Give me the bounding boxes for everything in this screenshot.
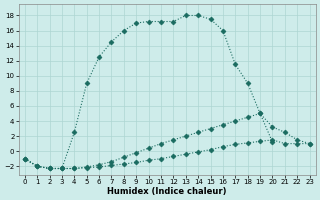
X-axis label: Humidex (Indice chaleur): Humidex (Indice chaleur) (108, 187, 227, 196)
